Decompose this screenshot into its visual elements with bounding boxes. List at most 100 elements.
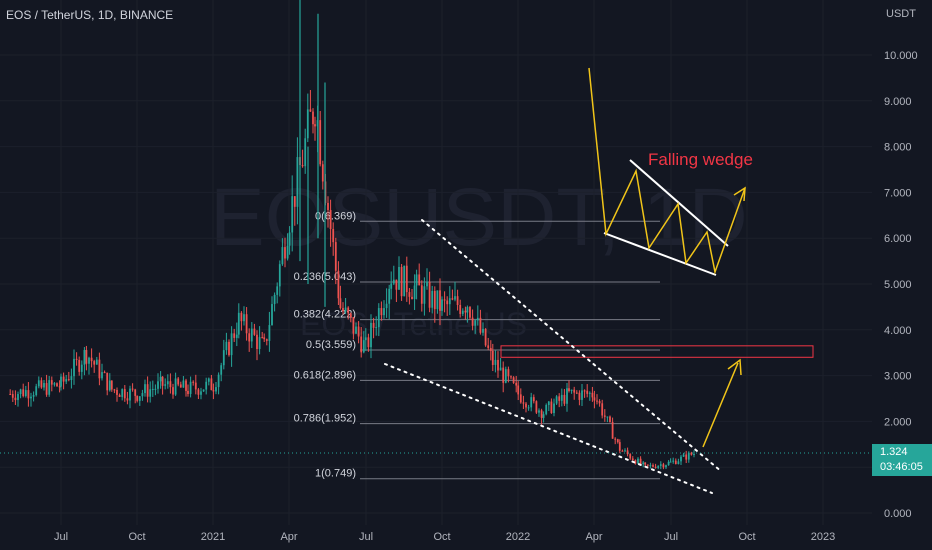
candle-body (644, 462, 647, 465)
candle-body (542, 414, 545, 418)
candle-body (329, 210, 332, 229)
candle-body (159, 376, 162, 382)
candle-body (151, 389, 154, 391)
upper-trendline[interactable] (421, 219, 723, 473)
resistance-zone[interactable] (500, 345, 814, 358)
candle-body (118, 394, 121, 397)
candle-body (60, 376, 62, 387)
candle-body (375, 327, 378, 329)
candle-body (545, 404, 548, 415)
candle-body (550, 401, 553, 414)
candle-body (248, 333, 251, 342)
x-tick-label: Jul (664, 531, 678, 543)
candle-body (669, 461, 672, 463)
time-axis[interactable]: Jul Oct 2021 Apr Jul Oct 2022 Apr Jul Oct 2023 (54, 531, 835, 543)
y-tick-label: 9.000 (884, 96, 912, 108)
candle-body (499, 367, 502, 371)
price-axis[interactable]: 0.0001.0002.0003.0004.0005.0006.0007.000… (884, 50, 918, 520)
falling-wedge-illustration[interactable] (588, 67, 746, 276)
candle-body (408, 292, 411, 297)
candle-body (484, 328, 487, 346)
candle-body (123, 389, 126, 399)
x-tick-label: Jul (54, 531, 68, 543)
candle-body (30, 396, 32, 399)
candle-body (134, 389, 137, 396)
candle-body (314, 124, 316, 127)
candle-body (538, 410, 540, 413)
candle-body (420, 285, 423, 304)
candle-body (454, 296, 456, 300)
candle-body (415, 274, 418, 286)
candle-body (502, 367, 505, 383)
candle-body (385, 303, 388, 309)
candle-body (362, 340, 365, 353)
candle-body (355, 326, 357, 334)
fib-level-label: 0.5(3.559) (306, 339, 356, 351)
candle-body (240, 312, 243, 322)
candle-body (342, 308, 344, 312)
candle-body (522, 402, 525, 404)
candle-body (400, 266, 403, 297)
candle-body (237, 312, 240, 335)
candle-body (411, 296, 413, 300)
candle-body (222, 350, 225, 366)
grid-lines (0, 0, 872, 525)
candle-body (19, 389, 22, 395)
y-tick-label: 10.000 (884, 50, 918, 62)
candle-body (558, 396, 561, 401)
candle-body (80, 364, 83, 372)
candle-body (154, 388, 157, 390)
candle-body (497, 359, 499, 371)
y-tick-label: 5.000 (884, 279, 912, 291)
candle-body (48, 380, 51, 395)
candle-body (276, 286, 279, 295)
candle-body (207, 378, 210, 382)
candle-body (144, 384, 146, 394)
candle-body (309, 109, 312, 112)
candle-body (261, 337, 264, 339)
candle-body (106, 372, 109, 391)
candle-body (547, 401, 550, 405)
candle-body (570, 389, 573, 391)
candle-body (250, 328, 253, 342)
candle-body (456, 296, 459, 305)
pattern-label: Falling wedge (648, 150, 753, 169)
candle-body (436, 290, 439, 310)
candle-body (667, 461, 670, 466)
candle-body (149, 389, 152, 397)
candle-body (32, 395, 35, 397)
candle-body (646, 464, 649, 466)
candle-body (337, 270, 340, 299)
candle-body (555, 396, 558, 404)
candle-body (657, 465, 660, 468)
candle-body (258, 337, 261, 349)
candle-body (164, 384, 167, 386)
candle-body (263, 337, 266, 340)
breakout-arrow[interactable] (702, 358, 742, 448)
candle-body (228, 341, 230, 356)
candle-body (220, 365, 223, 375)
candle-body (271, 304, 273, 326)
candle-body (327, 202, 329, 211)
symbol-title[interactable]: EOS / TetherUS, 1D, BINANCE (6, 8, 174, 22)
candle-body (464, 310, 467, 313)
candle-body (347, 307, 350, 314)
lower-trendline[interactable] (384, 363, 713, 494)
x-tick-label: Oct (128, 531, 145, 543)
candle-body (256, 334, 258, 349)
candle-body (212, 390, 215, 392)
candle-body (43, 383, 45, 388)
candle-body (179, 384, 182, 388)
candle-body (482, 328, 484, 333)
candle-body (601, 403, 604, 416)
candle-body (682, 454, 685, 457)
watermark-ticker: EOSUSDT, 1D (210, 172, 748, 263)
candle-body (380, 308, 383, 316)
candle-body (352, 316, 355, 334)
candle-body (172, 387, 174, 395)
candle-body (575, 392, 578, 394)
candle-body (370, 322, 372, 348)
candle-body (194, 382, 197, 390)
candle-body (634, 460, 637, 464)
